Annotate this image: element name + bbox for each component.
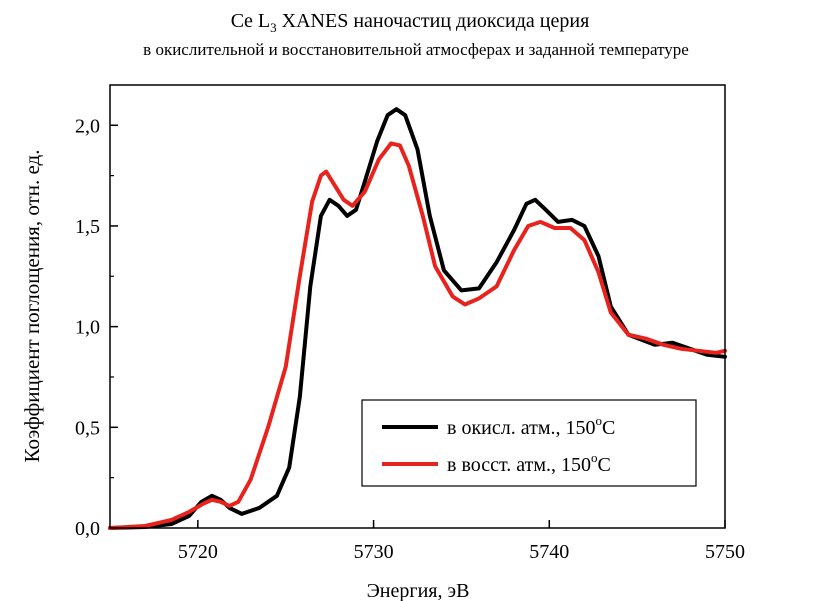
legend-label-oxidizing: в окисл. атм., 150oC xyxy=(447,413,615,439)
y-tick-label: 0,0 xyxy=(75,518,100,540)
series-line-oxidizing xyxy=(108,107,727,530)
y-axis-label: Коэффициент поглощения, отн. ед. xyxy=(20,150,44,463)
x-tick-label: 5750 xyxy=(705,541,745,563)
legend: в окисл. атм., 150oC в восст. атм., 150o… xyxy=(361,399,697,487)
y-tick-label: 1,5 xyxy=(75,216,100,238)
chart-title: Ce L3 XANES наночастиц диоксида церия xyxy=(231,10,590,35)
series-line-reducing xyxy=(108,141,727,530)
plot-area xyxy=(108,107,727,530)
legend-label-reducing: в восст. атм., 150oC xyxy=(447,450,611,476)
plot-frame xyxy=(109,84,726,529)
chart-subtitle: в окислительной и восстановительной атмо… xyxy=(143,40,689,59)
y-tick-label: 1,0 xyxy=(75,317,100,339)
x-tick-label: 5720 xyxy=(178,541,218,563)
axes: 5720 5730 5740 5750 0,0 0,5 1,0 1,5 2,0 xyxy=(75,115,745,563)
x-tick-label: 5740 xyxy=(529,541,569,563)
legend-box xyxy=(361,399,697,487)
y-tick-label: 2,0 xyxy=(75,115,100,137)
y-tick-label: 0,5 xyxy=(75,417,100,439)
x-axis-label: Энергия, эВ xyxy=(367,580,470,601)
x-tick-label: 5730 xyxy=(354,541,394,563)
